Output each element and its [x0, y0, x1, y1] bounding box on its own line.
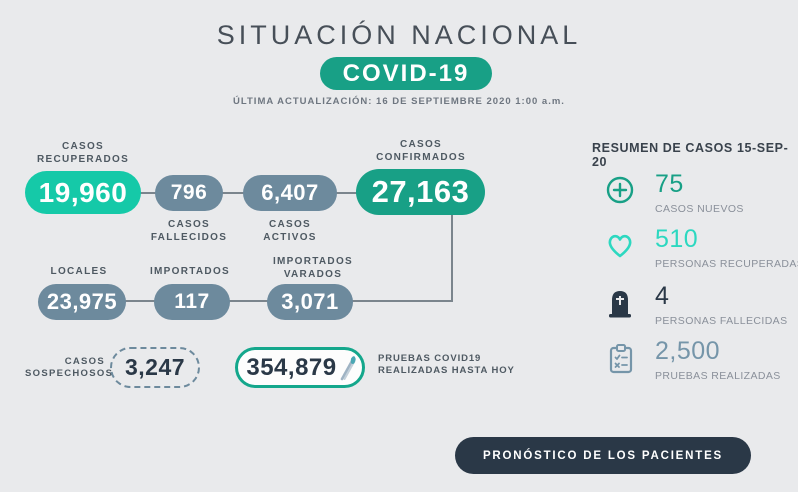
tombstone-icon [609, 291, 631, 318]
patient-forecast-button[interactable]: PRONÓSTICO DE LOS PACIENTES [455, 437, 751, 474]
active-cases-label: CASOS ACTIVOS [263, 219, 317, 243]
page-title: SITUACIÓN NACIONAL [216, 20, 582, 50]
connector-elbow-vertical [451, 214, 453, 302]
imported-stranded-label: IMPORTADOS VARADOS [272, 256, 354, 280]
swab-icon [340, 355, 356, 380]
connector-line [335, 192, 359, 194]
connector-elbow-horizontal [350, 300, 453, 302]
local-cases-label: LOCALES [50, 266, 108, 277]
clipboard-icon [609, 344, 633, 374]
imported-stranded-value: 3,071 [267, 284, 353, 320]
suspected-cases-label: CASOS SOSPECHOSOS [25, 356, 114, 379]
recovered-persons-value: 510 [655, 225, 699, 253]
deceased-persons-label: PERSONAS FALLECIDAS [655, 315, 788, 327]
imported-cases-label: IMPORTADOS [149, 266, 231, 277]
recovered-cases-value: 19,960 [25, 171, 141, 214]
covid19-badge: COVID-19 [320, 57, 492, 90]
new-cases-label: CASOS NUEVOS [655, 203, 744, 215]
tests-total-label: PRUEBAS COVID19 REALIZADAS HASTA HOY [378, 353, 515, 376]
summary-title: RESUMEN DE CASOS 15-SEP-20 [592, 141, 789, 169]
active-cases-value: 6,407 [243, 175, 337, 211]
suspected-cases-value: 3,247 [110, 347, 200, 388]
deceased-persons-value: 4 [655, 282, 670, 310]
confirmed-cases-value: 27,163 [356, 169, 485, 215]
tests-done-label: PRUEBAS REALIZADAS [655, 370, 781, 382]
local-cases-value: 23,975 [38, 284, 126, 320]
deceased-cases-value: 796 [155, 175, 223, 211]
connector-line [221, 192, 245, 194]
imported-cases-value: 117 [154, 284, 230, 320]
recovered-cases-label: CASOS RECUPERADOS [36, 141, 130, 165]
tests-total-value: 354,879 [235, 347, 365, 388]
plus-circle-icon [606, 176, 634, 204]
deceased-cases-label: CASOS FALLECIDOS [150, 219, 228, 243]
tests-total-number: 354,879 [246, 353, 337, 381]
new-cases-value: 75 [655, 170, 684, 198]
recovered-persons-label: PERSONAS RECUPERADAS [655, 258, 798, 270]
last-updated-text: ÚLTIMA ACTUALIZACIÓN: 16 DE SEPTIEMBRE 2… [233, 96, 565, 107]
connector-line [139, 192, 157, 194]
connector-line [228, 300, 270, 302]
connector-line [124, 300, 156, 302]
heart-icon [608, 234, 632, 258]
tests-done-value: 2,500 [655, 337, 721, 365]
confirmed-cases-label: CASOS CONFIRMADOS [376, 139, 466, 163]
